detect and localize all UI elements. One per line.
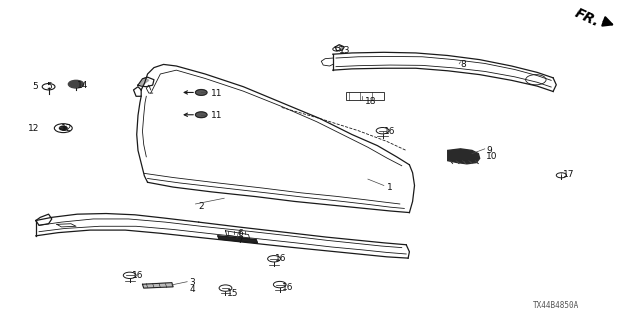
Text: 15: 15 bbox=[227, 289, 239, 298]
Text: 6: 6 bbox=[237, 229, 243, 238]
Text: 2: 2 bbox=[198, 202, 204, 211]
Polygon shape bbox=[143, 283, 173, 288]
Text: 12: 12 bbox=[61, 124, 73, 132]
Text: 1: 1 bbox=[387, 183, 393, 192]
Text: 12: 12 bbox=[28, 124, 39, 132]
Text: 13: 13 bbox=[339, 45, 351, 55]
Text: 4: 4 bbox=[189, 284, 195, 293]
Text: 16: 16 bbox=[275, 254, 287, 263]
Circle shape bbox=[195, 112, 207, 118]
Text: 16: 16 bbox=[282, 283, 293, 292]
Circle shape bbox=[60, 126, 67, 130]
Bar bbox=[346, 92, 384, 100]
Text: 8: 8 bbox=[461, 60, 467, 69]
Text: 16: 16 bbox=[384, 127, 396, 136]
Text: 18: 18 bbox=[365, 97, 376, 106]
Circle shape bbox=[195, 90, 207, 95]
Text: 16: 16 bbox=[132, 271, 143, 280]
Text: TX44B4850A: TX44B4850A bbox=[533, 301, 579, 310]
Circle shape bbox=[68, 80, 84, 88]
Text: 5: 5 bbox=[32, 82, 38, 91]
Text: 9: 9 bbox=[486, 146, 492, 155]
Text: 14: 14 bbox=[77, 81, 89, 90]
Text: FR.: FR. bbox=[572, 6, 602, 30]
Text: 7: 7 bbox=[237, 236, 243, 245]
Polygon shape bbox=[218, 236, 257, 243]
Text: 17: 17 bbox=[563, 170, 574, 179]
Text: 11: 11 bbox=[211, 111, 223, 120]
Text: 10: 10 bbox=[486, 152, 497, 161]
Polygon shape bbox=[140, 78, 149, 85]
Text: 5: 5 bbox=[47, 82, 52, 91]
Text: 3: 3 bbox=[189, 278, 195, 287]
Text: 11: 11 bbox=[211, 89, 223, 98]
Polygon shape bbox=[448, 149, 479, 164]
